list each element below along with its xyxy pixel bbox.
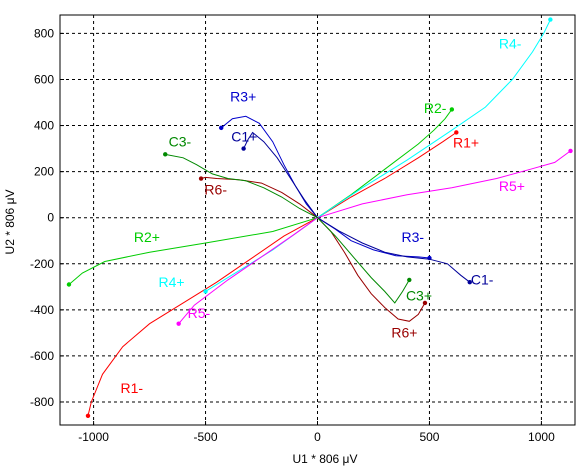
series-label-R2-: R2- (424, 100, 447, 116)
series-label-R5+: R5+ (499, 178, 525, 194)
series-endpoint-R3+ (219, 125, 224, 131)
y-tick-label: 400 (34, 119, 54, 133)
series-line-R1- (87, 217, 318, 416)
series-label-R1+: R1+ (453, 134, 479, 150)
series-endpoint-C1- (467, 279, 472, 285)
series-label-R2+: R2+ (134, 229, 160, 245)
x-tick-label: -500 (194, 430, 218, 444)
series-endpoint-R5- (176, 321, 181, 326)
y-tick-label: -600 (30, 349, 54, 363)
series-endpoint-C1+ (241, 146, 246, 151)
y-axis-label: U2 * 806 μV (3, 190, 17, 255)
x-tick-label: 500 (419, 430, 439, 444)
series-endpoint-R1+ (454, 130, 459, 135)
series-endpoint-C3+ (407, 277, 412, 283)
series-endpoint-R4- (548, 17, 553, 22)
series-label-C1-: C1- (471, 271, 494, 287)
series-label-R6+: R6+ (391, 324, 417, 340)
series-endpoint-R4+ (203, 289, 208, 294)
series-line-R4- (317, 19, 551, 219)
series-endpoint-C3- (163, 152, 168, 157)
tick-labels: -1000 -500 0 500 1000 -800 -600 -400 -200 0 200 400… (30, 26, 555, 444)
y-tick-label: -400 (30, 303, 54, 317)
series-lines (66, 17, 573, 418)
x-tick-label: 1000 (528, 430, 555, 444)
series-line-C3+ (317, 217, 410, 304)
series-label-C1+: C1+ (231, 129, 257, 145)
series-line-C1- (317, 217, 471, 283)
series-endpoint-R6- (198, 176, 204, 181)
series-label-R3+: R3+ (230, 88, 256, 104)
series-label-R5-: R5- (188, 305, 211, 321)
series-line-C3- (165, 153, 318, 219)
series-label-R4+: R4+ (159, 274, 185, 290)
series-label-R1-: R1- (120, 380, 143, 396)
series-endpoint-R1- (85, 413, 91, 418)
plot-frame (59, 14, 576, 426)
x-axis-label: U1 * 806 μV (293, 452, 358, 466)
y-tick-label: -800 (30, 395, 54, 409)
series-label-R6-: R6- (204, 182, 227, 198)
series-label-C3+: C3+ (406, 288, 432, 304)
series-labels: R1+ R1- R2+ R2- R3+ R3- R4+ R4- R5+ R5- R6+ R6- C1+ C… (120, 35, 524, 395)
series-line-C1+ (243, 131, 318, 218)
series-label-C3-: C3- (169, 133, 192, 149)
grid (60, 15, 575, 425)
series-endpoint-R6+ (422, 300, 428, 306)
y-tick-label: 800 (34, 26, 54, 40)
x-tick-label: -1000 (78, 430, 109, 444)
series-line-R1+ (317, 132, 457, 219)
series-label-R4-: R4- (499, 35, 522, 51)
series-line-R5+ (317, 150, 571, 219)
series-label-R3-: R3- (401, 229, 424, 245)
y-tick-label: 0 (47, 211, 54, 225)
series-line-R6- (200, 176, 318, 219)
series-endpoint-R2+ (66, 282, 72, 287)
y-tick-label: 200 (34, 165, 54, 179)
series-line-R6+ (317, 217, 426, 322)
series-line-R2+ (68, 217, 318, 285)
y-tick-label: 600 (34, 72, 54, 86)
y-tick-label: -200 (30, 257, 54, 271)
x-tick-label: 0 (314, 430, 321, 444)
series-line-R5- (178, 217, 318, 325)
series-endpoint-R2- (449, 107, 455, 112)
series-endpoint-R5+ (568, 148, 573, 154)
